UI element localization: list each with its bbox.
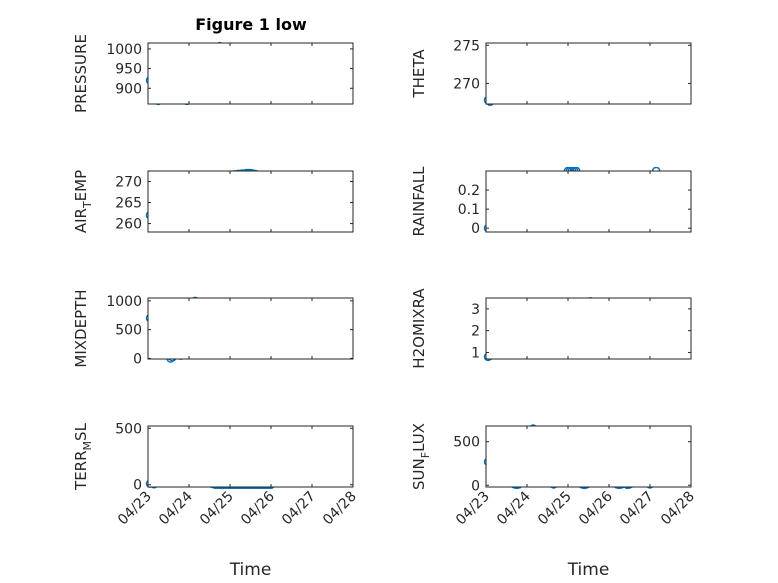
y-tick-label: 270 bbox=[453, 76, 480, 92]
axes-frame bbox=[147, 425, 354, 488]
y-tick-label: 0 bbox=[133, 351, 142, 367]
y-axis-label: AIRTEMP bbox=[72, 170, 94, 233]
y-tick-label: 1000 bbox=[106, 42, 142, 58]
y-axis-label-part: SUN bbox=[410, 458, 428, 490]
y-tick-label: 1000 bbox=[106, 294, 142, 310]
y-tick-label: 1 bbox=[471, 345, 480, 361]
subplot-air-temp: 260 265 270 AIRTEMP bbox=[72, 168, 354, 233]
y-axis-label-subscript: F bbox=[419, 452, 432, 458]
subplot-rainfall: 0 0.1 0.2 RAINFALL bbox=[410, 166, 692, 237]
y-tick-label: 0 bbox=[133, 478, 142, 494]
y-tick-label: 265 bbox=[115, 196, 142, 212]
y-axis-label: SUNFLUX bbox=[410, 423, 432, 490]
y-axis-label: THETA bbox=[410, 49, 428, 99]
x-axis-label: Time bbox=[567, 560, 610, 580]
y-tick-label: 275 bbox=[453, 38, 480, 54]
axes-frame bbox=[147, 170, 354, 233]
axes-frame bbox=[147, 297, 354, 360]
y-tick-label: 0.1 bbox=[458, 202, 480, 218]
y-axis-label: H2OMIXRA bbox=[410, 288, 428, 369]
y-axis-label-part: SL bbox=[72, 422, 90, 441]
y-tick-label: 900 bbox=[115, 81, 142, 97]
y-axis-label-part: EMP bbox=[72, 170, 90, 201]
axes-frame bbox=[485, 42, 692, 105]
y-axis-label-subscript: M bbox=[81, 441, 94, 451]
y-tick-label: 500 bbox=[115, 421, 142, 437]
y-tick-label: 3 bbox=[471, 302, 480, 318]
y-axis-label-subscript: T bbox=[81, 201, 94, 209]
subplot-theta: 270 275 THETA bbox=[410, 38, 692, 107]
y-axis-label: TERRMSL bbox=[72, 422, 94, 491]
y-tick-label: 260 bbox=[115, 217, 142, 233]
y-axis-label-part: LUX bbox=[410, 423, 428, 452]
y-axis-label-part: AIR bbox=[72, 208, 90, 233]
axes-frame bbox=[147, 42, 354, 105]
axes-frame bbox=[485, 170, 692, 233]
y-tick-label: 0 bbox=[471, 221, 480, 237]
y-tick-label: 950 bbox=[115, 62, 142, 78]
y-tick-label: 270 bbox=[115, 175, 142, 191]
figure-title: Figure 1 low bbox=[195, 15, 307, 34]
y-tick-label: 500 bbox=[453, 435, 480, 451]
axes-frame bbox=[485, 297, 692, 360]
axes-frame bbox=[485, 425, 692, 488]
y-axis-label: PRESSURE bbox=[72, 34, 90, 113]
y-tick-label: 0 bbox=[471, 478, 480, 494]
x-axis-label: Time bbox=[229, 560, 272, 580]
subplot-h2omixra: 1 2 3 H2OMIXRA bbox=[410, 288, 692, 369]
y-tick-label: 500 bbox=[115, 323, 142, 339]
subplot-pressure: 900 950 1000 PRESSURE bbox=[72, 34, 354, 113]
subplot-mixdepth: 0 500 1000 MIXDEPTH bbox=[72, 289, 354, 368]
y-axis-label: MIXDEPTH bbox=[72, 289, 90, 367]
y-tick-label: 0.2 bbox=[458, 183, 480, 199]
y-tick-label: 2 bbox=[471, 324, 480, 340]
y-axis-label: RAINFALL bbox=[410, 166, 428, 237]
y-axis-label-part: TERR bbox=[72, 450, 90, 491]
